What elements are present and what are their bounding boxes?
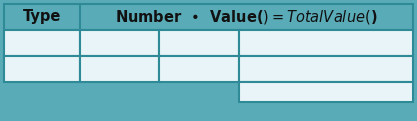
- Bar: [239, 56, 413, 82]
- Bar: [239, 30, 413, 56]
- Bar: [239, 82, 413, 102]
- Text: Number  •  Value($)  =    Total Value($): Number • Value($) = Total Value($): [115, 8, 377, 26]
- Bar: [159, 56, 239, 82]
- Bar: [4, 4, 413, 30]
- Bar: [80, 30, 159, 56]
- Text: Type: Type: [23, 10, 61, 24]
- Bar: [159, 30, 239, 56]
- Bar: [4, 56, 80, 82]
- Bar: [80, 56, 159, 82]
- Bar: [4, 30, 80, 56]
